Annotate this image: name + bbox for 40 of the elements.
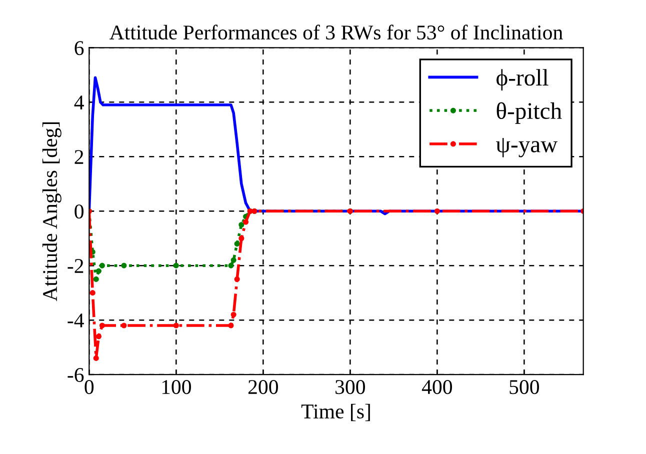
point — [99, 322, 105, 328]
y-tick-label: 6 — [74, 41, 84, 56]
point — [121, 262, 127, 268]
point — [242, 219, 249, 225]
point — [93, 355, 99, 361]
y-tick-label: -4 — [68, 314, 84, 328]
y-tick-label: 0 — [74, 204, 84, 219]
point — [230, 257, 236, 263]
point — [121, 322, 127, 328]
x-tick-label: 400 — [422, 380, 452, 394]
x-tick-label: 200 — [248, 380, 278, 394]
y-tick-label: -6 — [68, 368, 84, 382]
x-tick-label: 0 — [84, 380, 94, 394]
y-tick-label: 4 — [74, 96, 84, 110]
point — [230, 312, 236, 318]
legend-label: θ-pitch — [496, 102, 562, 124]
chart-title: Attitude Performances of 3 RWs for 53° of Inclination — [110, 24, 563, 40]
point — [90, 290, 96, 296]
point — [238, 236, 244, 242]
x-tick-label: 100 — [162, 380, 191, 394]
x-tick-label: 300 — [336, 380, 365, 394]
point — [96, 268, 102, 274]
legend-label: ϕ-roll — [496, 69, 548, 90]
point — [238, 222, 244, 228]
point — [96, 334, 102, 340]
y-axis-title: Attitude Angles [deg] — [42, 122, 62, 302]
point — [173, 322, 179, 328]
point — [93, 276, 99, 282]
point — [234, 241, 240, 247]
point — [228, 262, 234, 268]
point — [228, 322, 234, 328]
x-tick-label: 500 — [510, 380, 540, 394]
point — [234, 276, 240, 282]
legend-label: ψ-yaw — [496, 138, 558, 158]
point — [434, 208, 440, 214]
point — [173, 262, 179, 268]
y-tick-label: -2 — [68, 259, 84, 273]
point — [99, 262, 105, 268]
x-axis-title: Time [s] — [301, 404, 370, 422]
y-tick-label: 2 — [74, 150, 84, 164]
